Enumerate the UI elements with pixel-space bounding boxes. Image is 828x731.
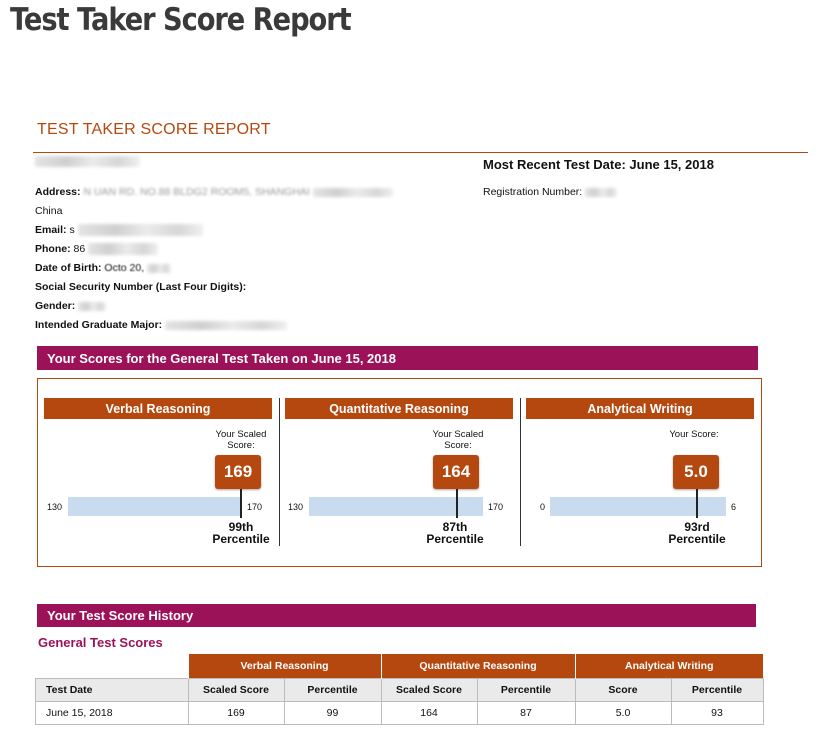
history-blank-corner <box>35 654 188 679</box>
ssn-line: Social Security Number (Last Four Digits… <box>35 281 246 293</box>
writing-score-marker <box>696 489 698 518</box>
email-line: Email: s <box>35 224 203 237</box>
quant-range-min: 130 <box>288 502 304 512</box>
redacted-email <box>77 224 203 237</box>
registration-label: Registration Number: <box>483 186 583 198</box>
verbal-percentile-rank: 99th <box>228 520 254 534</box>
redacted-dob <box>147 263 172 273</box>
gender-label: Gender: <box>35 300 76 312</box>
address-value: N UAN RD. NO.88 BLDG2 ROOM5, SHANGHAI <box>83 186 310 198</box>
quant-score-bar <box>309 497 483 516</box>
phone-value: 86 <box>73 243 86 255</box>
quant-scaled-label: Your Scaled Score: <box>432 429 484 451</box>
phone-line: Phone: 86 <box>35 243 159 256</box>
report-title: TEST TAKER SCORE REPORT <box>37 121 271 138</box>
history-cell-quant-scaled: 164 <box>380 701 478 725</box>
history-col-verbal-percentile: Percentile <box>283 678 382 702</box>
email-value: s <box>69 224 75 236</box>
dob-label: Date of Birth: <box>35 262 102 274</box>
writing-percentile-word: Percentile <box>668 532 726 546</box>
quant-range-max: 170 <box>488 502 504 512</box>
redacted-phone <box>88 243 159 256</box>
writing-range-max: 6 <box>731 502 737 512</box>
writing-score-panel: Analytical Writing Your Score: 5.0 0 6 9… <box>526 398 754 548</box>
registration-number: Registration Number: <box>483 186 618 198</box>
redacted-registration <box>585 187 618 197</box>
history-cell-writing-score: 5.0 <box>574 701 672 725</box>
redacted-major <box>165 320 288 330</box>
major-line: Intended Graduate Major: <box>35 319 288 331</box>
verbal-percentile: 99th Percentile <box>201 521 281 545</box>
quant-score-badge: 164 <box>433 455 479 489</box>
verbal-range-min: 130 <box>47 502 63 512</box>
dob-value: Octo 20, <box>104 262 145 274</box>
scores-section-band: Your Scores for the General Test Taken o… <box>37 346 758 370</box>
history-section-band: Your Test Score History <box>37 604 756 627</box>
title-divider <box>33 152 808 153</box>
verbal-score-bar <box>68 497 242 516</box>
verbal-panel-title: Verbal Reasoning <box>44 398 272 419</box>
history-cell-verbal-percentile: 99 <box>283 701 382 725</box>
major-label: Intended Graduate Major: <box>35 319 163 331</box>
address-line: Address: N UAN RD. NO.88 BLDG2 ROOM5, SH… <box>35 186 393 198</box>
history-group-writing: Analytical Writing <box>574 654 763 679</box>
writing-score-bar <box>550 497 726 516</box>
history-col-test-date: Test Date <box>35 678 189 702</box>
history-cell-verbal-scaled: 169 <box>187 701 285 725</box>
quant-score-panel: Quantitative Reasoning Your Scaled Score… <box>285 398 513 548</box>
history-col-quant-percentile: Percentile <box>476 678 576 702</box>
table-row: June 15, 2018 169 99 164 87 5.0 93 <box>35 701 764 725</box>
writing-score-badge: 5.0 <box>673 455 719 489</box>
history-group-row: Verbal Reasoning Quantitative Reasoning … <box>35 654 763 679</box>
score-history-table: Verbal Reasoning Quantitative Reasoning … <box>35 654 764 725</box>
history-header-row: Test Date Scaled Score Percentile Scaled… <box>35 678 764 702</box>
ssn-label: Social Security Number (Last Four Digits… <box>35 281 247 293</box>
history-col-writing-score: Score <box>574 678 672 702</box>
writing-percentile: 93rd Percentile <box>657 521 737 545</box>
history-subheading: General Test Scores <box>38 635 163 650</box>
email-label: Email: <box>35 224 67 236</box>
phone-label: Phone: <box>35 243 71 255</box>
most-recent-test-date: Most Recent Test Date: June 15, 2018 <box>483 157 714 172</box>
history-col-writing-percentile: Percentile <box>670 678 764 702</box>
gender-line: Gender: <box>35 300 107 312</box>
quant-score-marker <box>456 489 458 518</box>
history-group-verbal: Verbal Reasoning <box>187 654 381 679</box>
writing-range-min: 0 <box>540 502 546 512</box>
quant-panel-title: Quantitative Reasoning <box>285 398 513 419</box>
writing-panel-title: Analytical Writing <box>526 398 754 419</box>
redacted-name <box>35 156 140 167</box>
document-heading: Test Taker Score Report <box>10 2 352 38</box>
scores-box <box>37 378 762 567</box>
redacted-address <box>312 187 393 197</box>
history-cell-date: June 15, 2018 <box>35 701 189 725</box>
redacted-gender <box>78 301 107 311</box>
panel-divider <box>279 398 280 546</box>
quant-percentile-rank: 87th <box>442 520 468 534</box>
verbal-range-max: 170 <box>247 502 263 512</box>
quant-percentile-word: Percentile <box>426 532 484 546</box>
history-col-quant-scaled: Scaled Score <box>380 678 478 702</box>
writing-scaled-label: Your Score: <box>669 429 719 440</box>
country-line: China <box>35 205 63 217</box>
address-label: Address: <box>35 186 81 198</box>
verbal-score-badge: 169 <box>215 455 261 489</box>
verbal-percentile-word: Percentile <box>212 532 270 546</box>
history-group-quant: Quantitative Reasoning <box>380 654 575 679</box>
writing-percentile-rank: 93rd <box>684 520 710 534</box>
verbal-score-marker <box>240 489 242 518</box>
verbal-scaled-label: Your Scaled Score: <box>215 429 267 451</box>
dob-line: Date of Birth: Octo 20, <box>35 262 172 274</box>
panel-divider <box>520 398 521 546</box>
history-cell-writing-percentile: 93 <box>670 701 764 725</box>
verbal-score-panel: Verbal Reasoning Your Scaled Score: 169 … <box>44 398 272 548</box>
history-cell-quant-percentile: 87 <box>476 701 576 725</box>
history-col-verbal-scaled: Scaled Score <box>187 678 285 702</box>
quant-percentile: 87th Percentile <box>415 521 495 545</box>
